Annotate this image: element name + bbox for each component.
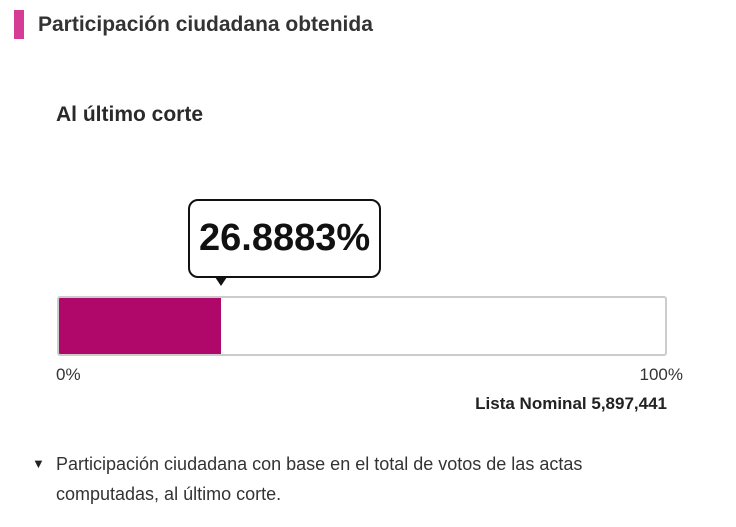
title-marker xyxy=(14,10,24,39)
nominal-list: Lista Nominal 5,897,441 xyxy=(475,394,667,414)
nominal-value: 5,897,441 xyxy=(591,394,667,413)
value-tooltip: 26.8883% xyxy=(188,199,382,278)
progress-track xyxy=(57,296,667,356)
progress-fill xyxy=(59,298,222,354)
tick-label: 0% xyxy=(56,365,81,384)
expand-toggle[interactable]: ▼ xyxy=(32,456,45,471)
tick-label: 100% xyxy=(639,365,683,384)
title: Participación ciudadana obtenida xyxy=(38,13,373,36)
nominal-label: Lista Nominal xyxy=(475,394,587,413)
note: Participación ciudadana con base en el t… xyxy=(56,454,583,504)
section-title: Al último corte xyxy=(56,103,204,126)
tooltip-arrow xyxy=(215,277,228,286)
